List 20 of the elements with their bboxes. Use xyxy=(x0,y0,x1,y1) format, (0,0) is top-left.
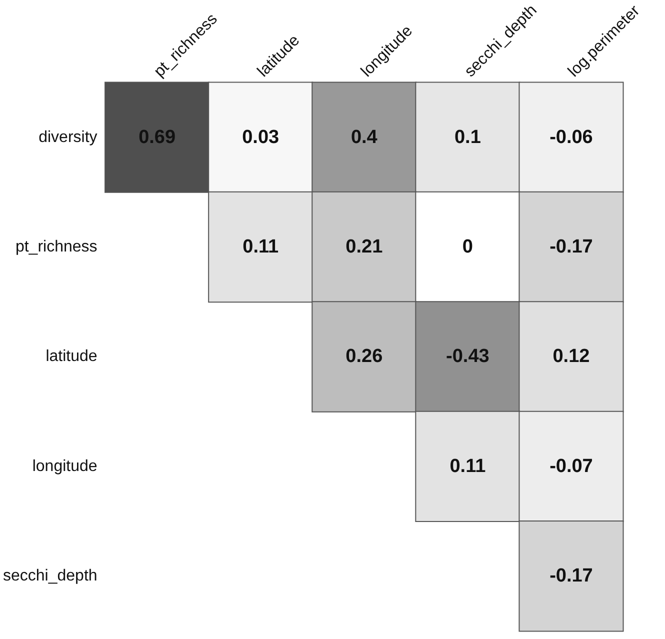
data-label: -0.43 xyxy=(446,346,490,368)
data-label: 0.03 xyxy=(242,126,280,148)
data-label: -0.17 xyxy=(550,236,593,258)
data-label: 0.4 xyxy=(350,126,378,148)
data-label: 0.11 xyxy=(242,236,279,258)
data-label: -0.06 xyxy=(550,126,593,148)
data-label: 0.12 xyxy=(552,346,590,368)
y-tick-label: longitude xyxy=(32,458,98,475)
y-tick-label: latitude xyxy=(46,348,98,366)
data-label: -0.17 xyxy=(550,566,593,587)
data-label: -0.07 xyxy=(550,456,593,477)
data-label: 0.1 xyxy=(454,126,482,148)
data-label: 0 xyxy=(462,236,473,258)
data-label: 0.21 xyxy=(346,236,384,258)
y-tick-label: diversity xyxy=(38,128,98,146)
y-tick-label: pt_richness xyxy=(15,238,98,256)
data-label: 0.11 xyxy=(450,456,486,477)
y-tick-label: secchi_depth xyxy=(2,568,98,585)
data-label: 0.69 xyxy=(138,126,176,148)
data-label: 0.26 xyxy=(346,346,383,368)
